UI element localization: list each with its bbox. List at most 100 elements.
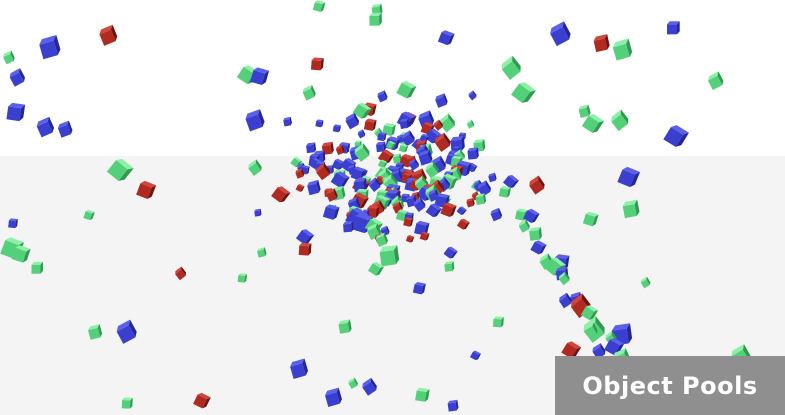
pool-cube [9,68,25,87]
pool-cube [433,119,443,131]
pool-cube [501,55,521,80]
pool-cube [559,292,572,309]
pool-cube [316,162,330,181]
pool-cube [475,193,487,205]
pool-cube [468,90,477,101]
pool-cube [593,34,610,53]
pool-cube [325,387,342,407]
pool-cube [443,246,458,259]
pool-cube [376,141,386,153]
pool-cube [418,149,433,166]
pool-cube [467,147,479,160]
pool-cube [330,171,350,188]
pool-cube [245,109,265,132]
pool-cube [357,129,366,139]
pool-cube [439,113,455,133]
pool-cube [31,261,43,274]
pool-cube [322,204,340,220]
pool-cube [466,119,475,129]
pool-cube [437,30,455,46]
pool-cube [406,194,418,208]
pool-cube [667,21,680,35]
pool-cube [3,50,15,65]
pool-cube [440,202,457,218]
pool-cube [456,206,467,215]
pool-cube [456,218,470,230]
title-banner: Object Pools [555,356,785,415]
pool-cube [363,118,377,131]
pool-cube [99,24,118,46]
pool-cube [561,341,582,359]
pool-cube [250,67,270,85]
pool-cube [399,118,410,130]
pool-cube [193,392,211,409]
pool-cube [401,130,415,147]
pool-cube [435,132,451,152]
pool-cube [369,177,381,193]
pool-cube [310,57,324,71]
pool-cube [271,186,291,203]
pool-cube [106,158,134,181]
pool-cube [377,90,388,103]
pool-cube [663,125,689,147]
pool-cube [582,211,599,227]
pool-cube [550,21,571,47]
pool-cube [435,93,448,108]
pool-cube [612,38,633,61]
pool-cube [419,133,430,143]
pool-cube [290,358,309,380]
pool-cube [379,245,400,267]
pool-cube [580,305,599,320]
pool-cube [290,157,303,168]
pool-cube [88,323,103,340]
pool-cube [39,35,61,60]
pool-cube [295,183,305,192]
pool-cube [36,116,55,138]
pool-cube [367,261,385,276]
pool-cube [366,205,380,218]
pool-cube [477,180,491,197]
title-label: Object Pools [582,371,758,400]
pool-cube [518,219,530,233]
pool-cube [283,116,292,127]
pool-cube [248,159,262,176]
pool-cube [57,120,73,138]
pool-cube [396,80,417,99]
pool-cube [415,387,430,402]
pool-cube [425,203,442,218]
pool-cube [83,209,95,221]
pool-cube [447,399,459,412]
pool-cube [409,158,419,171]
pool-cube [529,175,545,195]
pool-cube [444,261,455,272]
pool-cube [502,174,519,189]
pool-cube [622,199,640,219]
pool-cube [578,104,591,118]
pool-cube [175,266,186,281]
pool-cube [121,397,133,409]
pool-cube [257,247,267,258]
pool-cube [254,208,262,217]
pool-cube [326,188,338,202]
pool-cube [335,144,345,156]
pool-cube [490,207,503,222]
pool-cube [350,166,367,181]
pool-cube [510,82,536,103]
pool-cube [116,319,137,344]
pool-cube [492,316,504,328]
pool-cube [136,180,157,199]
pool-cube [466,197,475,208]
pool-cube [8,218,18,229]
pool-cube [345,112,360,130]
pool-cube [398,143,409,153]
pool-cube [6,102,26,122]
pool-cube [307,179,321,196]
pool-cube [425,161,439,179]
pool-cube [488,172,497,183]
pool-cube [707,71,724,91]
pool-cube [237,273,248,283]
pool-cube [306,142,317,154]
pool-cube [369,12,382,26]
